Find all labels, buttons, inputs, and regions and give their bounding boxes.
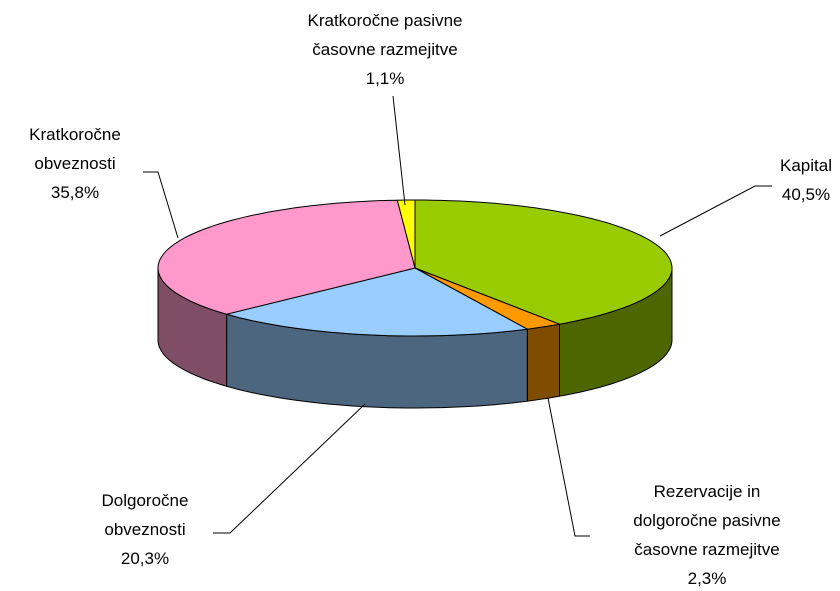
category-name: Rezervacije in dolgoročne pasivne časovn…: [633, 482, 781, 559]
leader-line: [659, 185, 772, 237]
slice-top: [414, 267, 562, 330]
leader-line: [143, 171, 179, 239]
category-name: Dolgoročne obveznosti: [101, 491, 189, 539]
slice-side: [526, 323, 560, 402]
slice-label: Rezervacije in dolgoročne pasivne časovn…: [618, 477, 796, 591]
slice-top: [396, 199, 416, 269]
slice-label: Kratkoročne pasivne časovne razmejitve 1,…: [288, 6, 483, 93]
slice-label: Kratkoročne obveznosti 35,8%: [10, 120, 140, 207]
value-label: 20,3%: [120, 549, 170, 568]
category-name: Kapital: [780, 156, 832, 175]
leader-line: [547, 397, 590, 537]
slice-top: [224, 267, 529, 337]
slice-label: Dolgoročne obveznosti 20,3%: [80, 486, 210, 573]
leader-line: [392, 95, 406, 206]
slice-top: [414, 199, 673, 325]
value-label: 2,3%: [687, 569, 727, 588]
value-label: 35,8%: [50, 183, 100, 202]
slice-top: [157, 199, 416, 315]
leader-line: [213, 403, 366, 534]
value-label: 40,5%: [781, 185, 831, 204]
category-name: Kratkoročne obveznosti: [29, 125, 121, 173]
value-label: 1,1%: [365, 69, 405, 88]
category-name: Kratkoročne pasivne časovne razmejitve: [307, 11, 463, 59]
slice-label: Kapital 40,5%: [774, 151, 838, 209]
